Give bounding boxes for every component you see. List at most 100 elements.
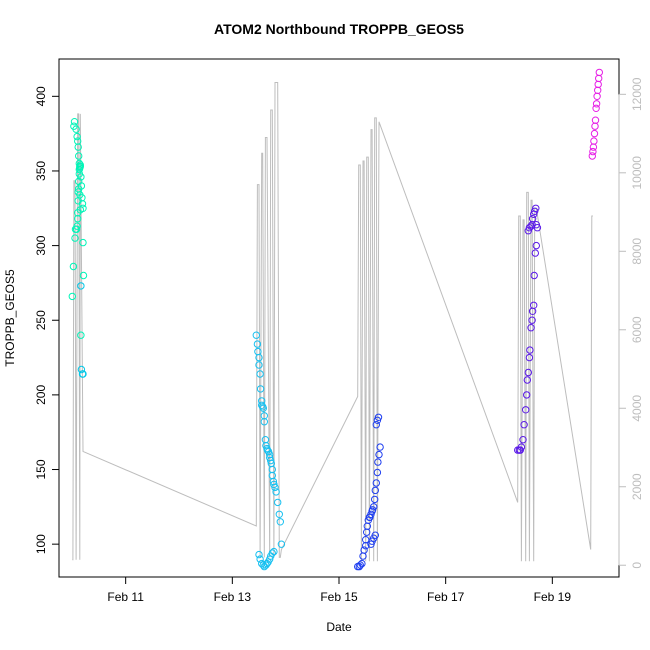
x-tick-label: Feb 19 bbox=[534, 590, 572, 604]
data-point bbox=[591, 116, 600, 124]
data-point bbox=[372, 421, 380, 429]
y2-tick-label: 4000 bbox=[630, 395, 644, 422]
data-point bbox=[77, 173, 85, 181]
data-point bbox=[532, 204, 540, 213]
data-point bbox=[255, 361, 263, 369]
data-point bbox=[522, 406, 530, 414]
data-point bbox=[374, 413, 383, 421]
x-axis-label: Date bbox=[326, 620, 352, 634]
data-point bbox=[593, 92, 601, 101]
data-point bbox=[588, 152, 596, 160]
x-tick-label: Feb 13 bbox=[214, 590, 252, 604]
data-point bbox=[271, 483, 279, 492]
y2-tick-label: 10000 bbox=[630, 156, 644, 190]
x-axis: Feb 11 Feb 13 Feb 15 Feb 17 Feb 19 bbox=[107, 576, 572, 604]
data-point bbox=[595, 68, 603, 77]
data-point bbox=[590, 129, 599, 138]
data-point bbox=[77, 331, 85, 339]
data-point bbox=[374, 458, 382, 466]
data-point bbox=[259, 404, 267, 412]
data-point bbox=[76, 191, 84, 199]
y2-tick-label: 2000 bbox=[630, 473, 644, 500]
data-point bbox=[276, 518, 284, 526]
data-point bbox=[68, 292, 77, 301]
data-point bbox=[260, 418, 268, 426]
y-tick-label: 350 bbox=[34, 161, 48, 181]
chart-title: ATOM2 Northbound TROPPB_GEOS5 bbox=[214, 21, 464, 37]
data-point bbox=[256, 385, 265, 393]
data-point bbox=[520, 421, 528, 429]
y-axis-right: 0 2000 4000 6000 8000 10000 12000 bbox=[618, 77, 644, 569]
data-point bbox=[256, 555, 264, 563]
data-point bbox=[72, 225, 81, 233]
data-point bbox=[75, 152, 83, 160]
data-point bbox=[595, 74, 603, 83]
x-tick-label: Feb 11 bbox=[107, 590, 144, 604]
data-point bbox=[523, 376, 531, 384]
data-point bbox=[252, 331, 260, 339]
data-point bbox=[375, 450, 383, 459]
data-point bbox=[530, 271, 538, 280]
series-5 bbox=[514, 204, 542, 454]
series-1 bbox=[68, 118, 88, 339]
series-6 bbox=[588, 68, 603, 160]
series-2 bbox=[77, 282, 87, 378]
data-point bbox=[358, 559, 366, 568]
data-point bbox=[253, 340, 262, 348]
data-point bbox=[72, 125, 80, 133]
data-point bbox=[73, 132, 81, 141]
data-point bbox=[360, 546, 368, 554]
data-point bbox=[274, 498, 282, 507]
data-point bbox=[267, 456, 275, 465]
series-4 bbox=[354, 413, 384, 571]
y2-tick-label: 8000 bbox=[630, 238, 644, 265]
y-tick-label: 150 bbox=[34, 459, 48, 479]
data-point bbox=[589, 143, 598, 151]
data-point bbox=[254, 347, 262, 356]
data-point bbox=[270, 547, 278, 556]
data-point bbox=[527, 324, 535, 332]
data-point bbox=[530, 301, 538, 309]
points-layer bbox=[68, 68, 603, 571]
data-point bbox=[372, 479, 380, 487]
y2-tick-label: 6000 bbox=[630, 316, 644, 343]
y-axis-label: TROPPB_GEOS5 bbox=[3, 269, 17, 367]
data-point bbox=[592, 104, 600, 113]
data-point bbox=[74, 143, 82, 151]
data-point bbox=[79, 370, 87, 378]
data-point bbox=[73, 222, 81, 230]
data-point bbox=[371, 486, 379, 495]
x-tick-label: Feb 15 bbox=[320, 590, 358, 604]
data-point bbox=[272, 488, 280, 496]
data-point bbox=[591, 122, 599, 130]
data-point bbox=[528, 215, 537, 223]
data-point bbox=[255, 353, 263, 362]
data-point bbox=[256, 370, 264, 378]
data-point bbox=[356, 561, 364, 569]
data-point bbox=[533, 224, 542, 232]
data-point bbox=[528, 316, 536, 324]
data-point bbox=[373, 468, 382, 477]
data-point bbox=[77, 182, 86, 190]
data-point bbox=[370, 503, 378, 511]
altitude-line-layer bbox=[72, 82, 593, 562]
data-point bbox=[524, 368, 532, 377]
data-point bbox=[71, 234, 79, 242]
data-point bbox=[77, 365, 86, 374]
altitude-line bbox=[72, 82, 593, 562]
data-point bbox=[526, 346, 534, 354]
data-point bbox=[371, 495, 379, 504]
data-point bbox=[77, 282, 85, 290]
data-point bbox=[74, 215, 82, 223]
data-point bbox=[275, 510, 283, 518]
y2-tick-label: 0 bbox=[630, 562, 644, 569]
data-point bbox=[263, 446, 272, 454]
y-tick-label: 100 bbox=[34, 534, 48, 554]
data-point bbox=[517, 443, 526, 451]
data-point bbox=[592, 100, 601, 108]
data-point bbox=[79, 271, 88, 280]
data-point bbox=[75, 159, 84, 168]
data-point bbox=[525, 353, 534, 362]
